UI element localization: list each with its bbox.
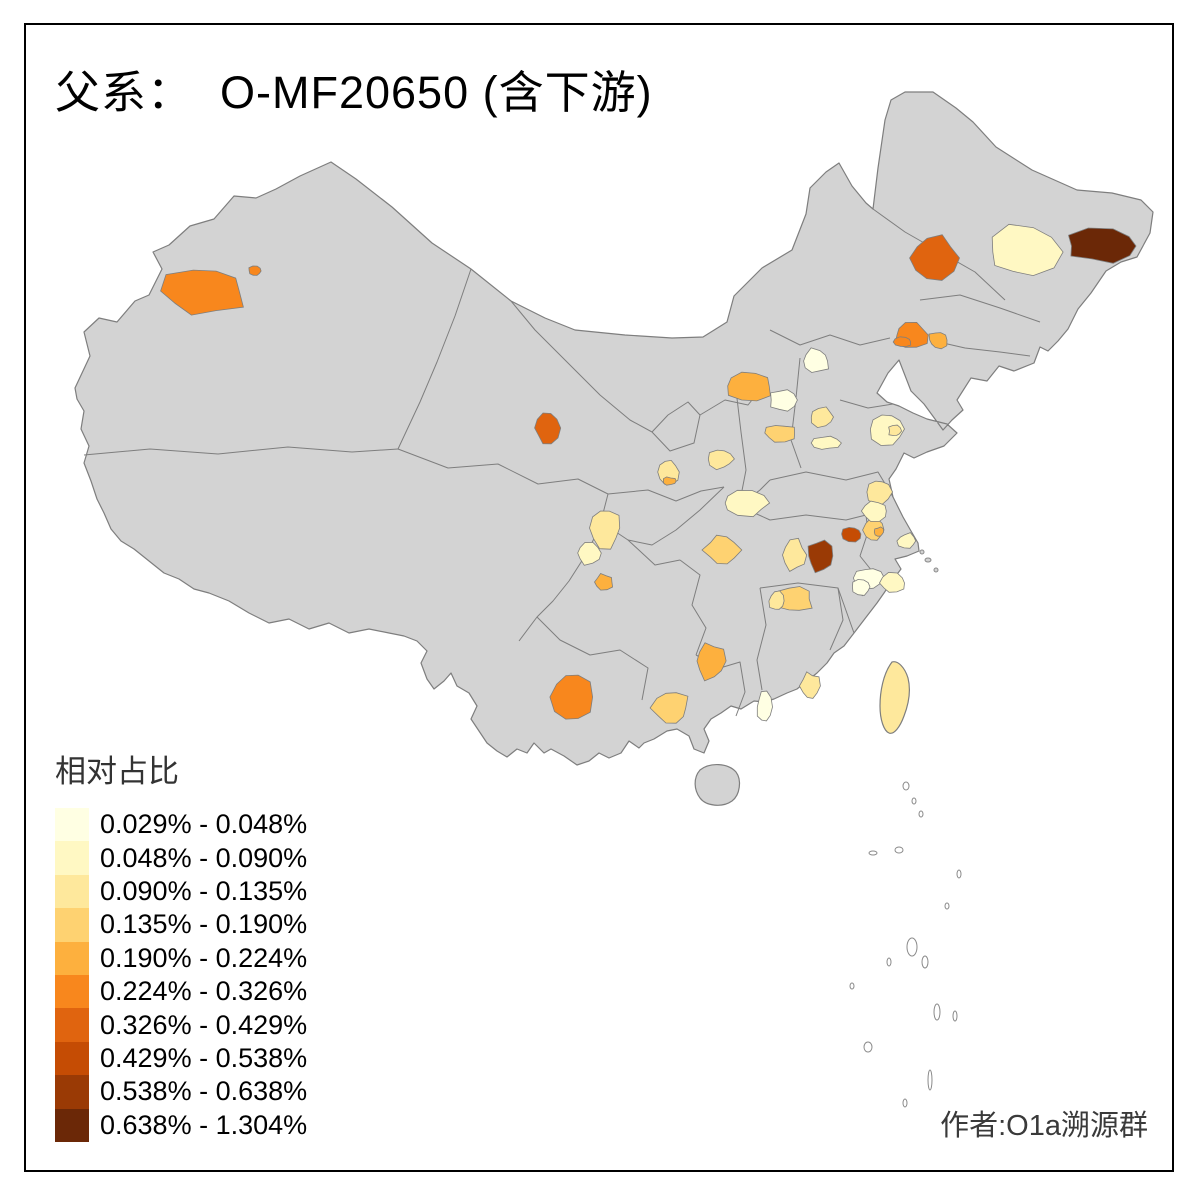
china-mainland	[74, 91, 1154, 766]
map-region	[896, 532, 917, 549]
map-region	[589, 510, 621, 550]
map-region	[909, 234, 960, 281]
legend-item: 0.135% - 0.190%	[55, 908, 308, 942]
map-region	[991, 223, 1064, 277]
legend: 相对占比 0.029% - 0.048% 0.048% - 0.090% 0.090…	[55, 746, 307, 1142]
legend-item: 0.090% - 0.135%	[55, 874, 308, 909]
legend-label: 0.224% - 0.326%	[100, 976, 308, 1007]
map-region	[724, 489, 771, 518]
legend-items: 0.029% - 0.048% 0.048% - 0.090% 0.090% - 0…	[55, 808, 307, 1142]
legend-item: 0.048% - 0.090%	[55, 841, 308, 875]
legend-label: 0.029% - 0.048%	[100, 809, 308, 840]
legend-item: 0.190% - 0.224%	[55, 941, 308, 975]
legend-item: 0.224% - 0.326%	[55, 974, 308, 1009]
legend-label: 0.638% - 1.304%	[100, 1109, 308, 1140]
map-region	[756, 690, 773, 722]
legend-swatch	[55, 841, 89, 875]
map-region	[663, 476, 677, 486]
legend-swatch	[55, 941, 89, 975]
map-region	[810, 406, 834, 429]
map-region	[888, 424, 903, 436]
map-region	[782, 537, 808, 572]
map-region	[701, 534, 743, 565]
offshore-islands	[849, 549, 962, 1108]
legend-swatch	[55, 1075, 89, 1109]
map-region	[764, 425, 796, 443]
map-region	[869, 414, 905, 446]
map-region	[852, 579, 871, 596]
map-region	[892, 336, 912, 348]
legend-swatch	[55, 908, 89, 942]
taiwan-island	[879, 661, 910, 734]
legend-swatch	[55, 874, 89, 909]
map-region	[810, 435, 842, 450]
map-region	[928, 332, 948, 350]
author-credit: 作者:O1a溯源群	[940, 1110, 1148, 1142]
map-region	[727, 371, 771, 402]
map-region	[594, 573, 614, 591]
map-region	[841, 526, 862, 543]
legend-label: 0.429% - 0.538%	[100, 1042, 308, 1073]
legend-label: 0.090% - 0.135%	[100, 875, 308, 906]
legend-item: 0.326% - 0.429%	[55, 1008, 308, 1042]
legend-item: 0.029% - 0.048%	[55, 808, 308, 842]
legend-label: 0.048% - 0.090%	[100, 842, 308, 873]
legend-item: 0.538% - 0.638%	[55, 1075, 308, 1109]
legend-label: 0.326% - 0.429%	[100, 1009, 308, 1040]
map-region	[248, 265, 262, 276]
map-region	[1068, 227, 1137, 264]
map-region	[649, 692, 689, 724]
colored-regions	[160, 223, 1137, 724]
map-region	[866, 480, 894, 505]
map-region	[803, 347, 829, 373]
legend-swatch	[55, 974, 89, 1009]
map-region	[807, 539, 834, 574]
legend-swatch	[55, 1041, 89, 1076]
legend-label: 0.190% - 0.224%	[100, 942, 308, 973]
province-borders	[83, 208, 1041, 717]
legend-swatch	[55, 1108, 89, 1142]
legend-title: 相对占比	[55, 754, 179, 789]
legend-item: 0.429% - 0.538%	[55, 1041, 308, 1076]
map-region	[798, 671, 821, 699]
legend-label: 0.135% - 0.190%	[100, 909, 308, 940]
map-region	[696, 642, 727, 682]
map-region	[860, 500, 887, 522]
map-region	[707, 449, 735, 471]
map-region	[770, 389, 798, 412]
legend-swatch	[55, 1008, 89, 1042]
map-region	[577, 541, 602, 566]
hainan-island	[694, 764, 741, 806]
map-region	[160, 269, 244, 316]
map-region	[768, 590, 785, 610]
map-region	[534, 412, 562, 445]
legend-item: 0.638% - 1.304%	[55, 1108, 308, 1142]
page-title: 父系： O-MF20650 (含下游)	[55, 67, 653, 118]
legend-swatch	[55, 808, 89, 842]
map-region	[879, 571, 905, 593]
map-region	[549, 674, 594, 720]
map-region	[873, 526, 885, 537]
legend-label: 0.538% - 0.638%	[100, 1076, 308, 1107]
